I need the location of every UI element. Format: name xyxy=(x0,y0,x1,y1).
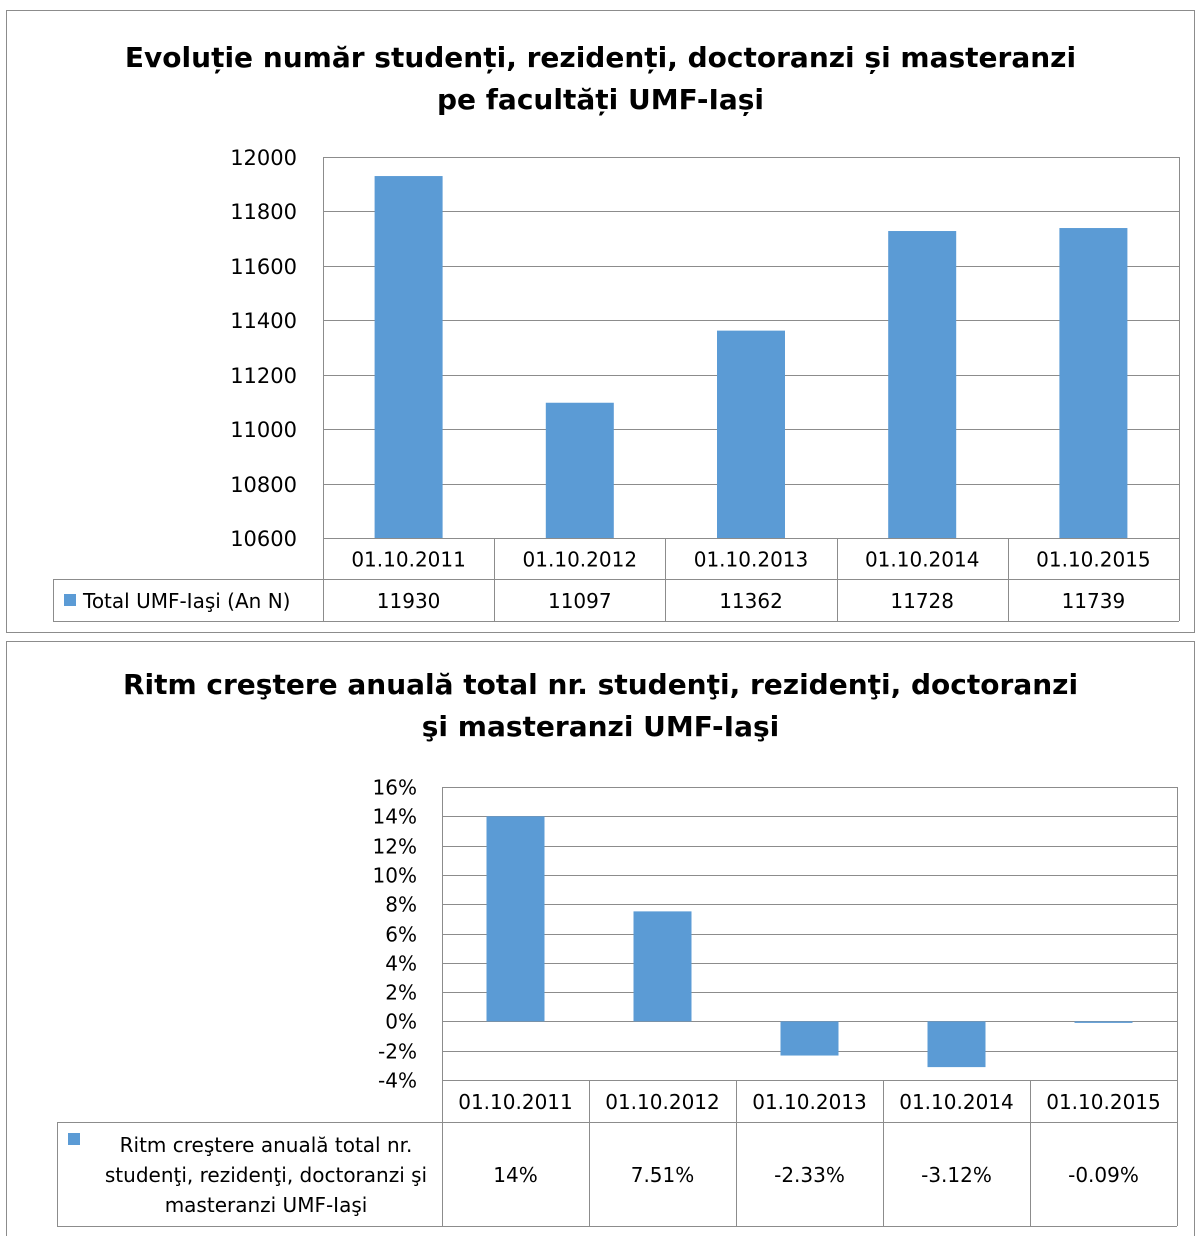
x-category-label: 01.10.2014 xyxy=(865,548,980,572)
y-tick-label: 10% xyxy=(373,864,417,888)
chart-panel-growth-rate: Ritm creştere anuală total nr. studenţi,… xyxy=(6,641,1195,1236)
data-table-value: 11930 xyxy=(377,589,441,613)
bar-01.10.2012 xyxy=(633,911,692,1022)
y-tick-label: -2% xyxy=(378,1040,417,1064)
chart-title: Evoluție număr studenți, rezidenți, doct… xyxy=(7,37,1194,121)
data-table-value: -3.12% xyxy=(921,1163,992,1187)
x-category-label: 01.10.2013 xyxy=(694,548,809,572)
y-tick-label: 14% xyxy=(373,805,417,829)
chart-title-line-1: Evoluție număr studenți, rezidenți, doct… xyxy=(124,41,1077,74)
y-tick-label: 11400 xyxy=(230,309,297,333)
y-tick-label: 12% xyxy=(373,835,417,859)
y-tick-label: 2% xyxy=(385,981,417,1005)
y-tick-label: 0% xyxy=(385,1010,417,1034)
chart-title-line-2: pe facultăți UMF-Iași xyxy=(436,83,765,116)
bar-01.10.2011 xyxy=(374,176,443,539)
bar-01.10.2015 xyxy=(1059,228,1128,538)
y-tick-label: 8% xyxy=(385,893,417,917)
data-table-value: -2.33% xyxy=(774,1163,845,1187)
x-category-label: 01.10.2011 xyxy=(458,1090,573,1114)
chart-title-line-1: Ritm creştere anuală total nr. studenţi,… xyxy=(122,668,1079,701)
bar-01.10.2013 xyxy=(717,330,785,538)
data-table-value: 14% xyxy=(493,1163,537,1187)
series-name: studenţi, rezidenţi, doctoranzi şi xyxy=(105,1163,427,1187)
series-name: Total UMF-Iaşi (An N) xyxy=(82,589,290,613)
bar-01.10.2014 xyxy=(888,231,957,538)
y-tick-label: 12000 xyxy=(230,146,297,170)
y-tick-label: 16% xyxy=(373,776,417,800)
y-tick-label: 10600 xyxy=(230,527,297,551)
data-table-value: 11362 xyxy=(719,589,783,613)
bar-01.10.2012 xyxy=(545,402,614,538)
x-category-label: 01.10.2011 xyxy=(351,548,466,572)
x-category-label: 01.10.2014 xyxy=(899,1090,1014,1114)
bar-01.10.2011 xyxy=(486,816,545,1022)
chart-title: Ritm creştere anuală total nr. studenţi,… xyxy=(7,664,1194,748)
x-category-label: 01.10.2015 xyxy=(1036,548,1151,572)
y-tick-label: -4% xyxy=(378,1069,417,1093)
y-tick-label: 11600 xyxy=(230,255,297,279)
y-tick-label: 11000 xyxy=(230,418,297,442)
bar-chart-enrollment: 10600 10800 11000 11200 11400 11600 11800 12000… xyxy=(53,146,1180,622)
y-tick-label: 10800 xyxy=(230,473,297,497)
x-category-label: 01.10.2015 xyxy=(1046,1090,1161,1114)
series-name: masteranzi UMF-Iaşi xyxy=(165,1193,368,1217)
chart-panel-enrollment: Evoluție număr studenți, rezidenți, doct… xyxy=(6,10,1195,633)
data-table-value: 11739 xyxy=(1062,589,1126,613)
data-table-value: 7.51% xyxy=(631,1163,695,1187)
y-tick-label: 6% xyxy=(385,923,417,947)
data-table-value: -0.09% xyxy=(1068,1163,1139,1187)
x-category-label: 01.10.2012 xyxy=(523,548,638,572)
x-category-label: 01.10.2012 xyxy=(605,1090,720,1114)
bar-01.10.2015 xyxy=(1074,1021,1133,1023)
legend-key xyxy=(64,594,76,606)
x-category-label: 01.10.2013 xyxy=(752,1090,867,1114)
y-tick-label: 11800 xyxy=(230,200,297,224)
y-tick-label: 4% xyxy=(385,952,417,976)
y-tick-label: 11200 xyxy=(230,364,297,388)
bar-01.10.2013 xyxy=(780,1021,839,1056)
bar-chart-growth-rate: -4% -2% 0% 2% 4% 6% 8% 10% 12% 14% 16% 01.10.2011 14… xyxy=(57,776,1178,1227)
bar-01.10.2014 xyxy=(927,1021,986,1068)
series-name: Ritm creştere anuală total nr. xyxy=(120,1133,413,1157)
legend-key xyxy=(68,1133,80,1145)
data-table-value: 11097 xyxy=(548,589,612,613)
data-table-value: 11728 xyxy=(890,589,954,613)
chart-title-line-2: şi masteranzi UMF-Iaşi xyxy=(421,710,780,743)
